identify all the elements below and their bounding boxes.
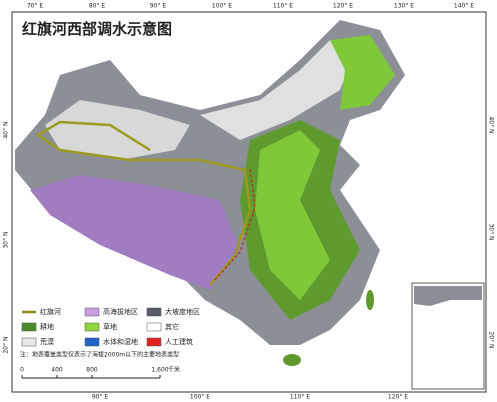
legend-swatch <box>84 307 100 317</box>
grassland-area <box>255 130 330 300</box>
taiwan <box>366 290 374 310</box>
legend-swatch <box>146 337 162 347</box>
legend-swatch <box>146 307 162 317</box>
hainan <box>283 354 301 366</box>
legend-swatch <box>21 337 37 347</box>
graticule-label: 40° N <box>3 121 10 138</box>
graticule-label: 70° E <box>27 3 44 10</box>
graticule-label: 120° E <box>388 394 408 401</box>
graticule-label: 110° E <box>290 394 310 401</box>
legend-label: 高海拔地区 <box>103 307 138 316</box>
legend-swatch <box>21 322 37 332</box>
river-route <box>35 120 252 286</box>
grassland-area <box>330 35 395 110</box>
graticule-label: 30° N <box>3 231 10 248</box>
inset-land <box>414 286 482 306</box>
scale-label: 0 <box>20 367 24 374</box>
legend-label: 人工建筑 <box>165 337 193 346</box>
note: 注：地表覆盖类型仅表示了海拔2000m以下的主要地表类型 <box>20 351 179 359</box>
red-route <box>214 167 256 281</box>
graticule-label: 30° N <box>488 223 495 240</box>
legend-label: 大坡度地区 <box>165 307 200 316</box>
graticule-label: 90° E <box>92 394 109 401</box>
scale-label: 400 <box>51 367 63 374</box>
graticule-label: 90° E <box>150 3 167 10</box>
map-title: 红旗河西部调水示意图 <box>22 20 172 38</box>
legend-swatch <box>84 337 100 347</box>
graticule-label: 40° N <box>488 116 495 133</box>
legend-label: 耕地 <box>40 322 54 331</box>
scale-label: 800 <box>86 367 98 374</box>
graticule-label: 80° E <box>89 3 106 10</box>
graticule-label: 140° E <box>454 3 474 10</box>
graticule-label: 20° N <box>488 331 495 348</box>
scale-unit: 千米 <box>168 366 180 374</box>
graticule-label: 20° N <box>3 336 10 353</box>
graticule-label: 110° E <box>273 3 293 10</box>
plateau-area <box>30 175 240 290</box>
scale-label: 1,600 <box>151 367 168 374</box>
legend-label: 荒漠 <box>40 337 54 346</box>
legend-label: 草地 <box>103 322 117 331</box>
legend-swatch <box>84 322 100 332</box>
desert-area <box>200 40 360 140</box>
graticule-label: 120° E <box>333 3 353 10</box>
legend-label: 水体和湿地 <box>103 337 138 346</box>
legend-swatch <box>146 322 162 332</box>
graticule-label: 100° E <box>212 3 232 10</box>
graticule-label: 100° E <box>190 394 210 401</box>
graticule-label: 130° E <box>394 3 414 10</box>
legend-label: 红旗河 <box>40 307 61 316</box>
legend-label: 其它 <box>165 322 179 331</box>
